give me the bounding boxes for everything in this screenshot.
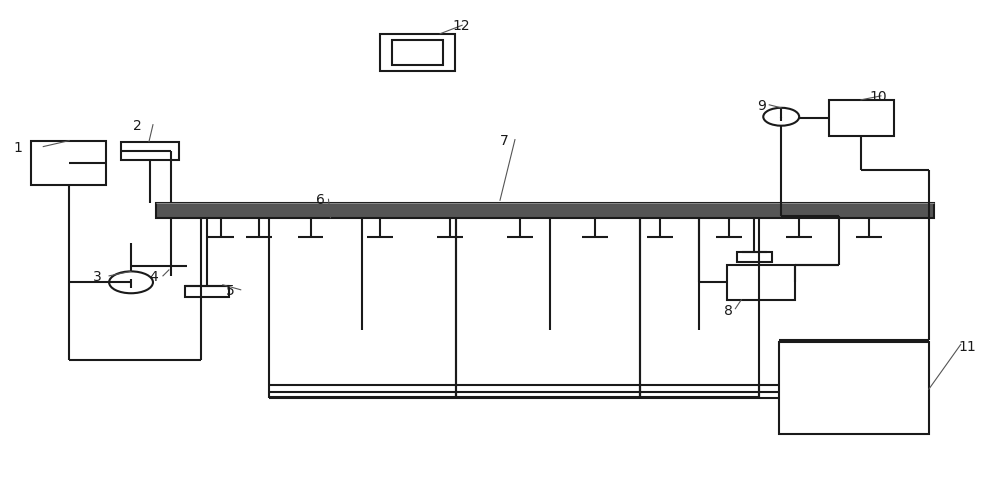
Text: 3: 3 bbox=[93, 270, 102, 284]
Text: 8: 8 bbox=[724, 304, 733, 318]
Bar bbox=[727, 265, 795, 300]
Bar bbox=[156, 203, 934, 218]
Text: 9: 9 bbox=[757, 99, 766, 113]
Bar bbox=[380, 34, 455, 71]
Text: 5: 5 bbox=[226, 284, 235, 298]
Bar bbox=[779, 342, 929, 434]
Text: 1: 1 bbox=[13, 141, 22, 155]
Text: 12: 12 bbox=[452, 19, 470, 33]
Bar bbox=[392, 40, 443, 64]
Circle shape bbox=[763, 108, 799, 126]
Text: 2: 2 bbox=[133, 118, 142, 132]
Bar bbox=[737, 252, 772, 262]
Bar bbox=[185, 286, 229, 296]
Bar bbox=[31, 140, 106, 186]
Bar bbox=[121, 142, 179, 161]
Text: 10: 10 bbox=[869, 90, 887, 104]
Text: 11: 11 bbox=[959, 340, 976, 354]
Text: 6: 6 bbox=[316, 194, 324, 207]
Bar bbox=[829, 100, 894, 136]
Circle shape bbox=[109, 272, 153, 293]
Text: 7: 7 bbox=[500, 134, 509, 147]
Text: 4: 4 bbox=[149, 270, 158, 284]
